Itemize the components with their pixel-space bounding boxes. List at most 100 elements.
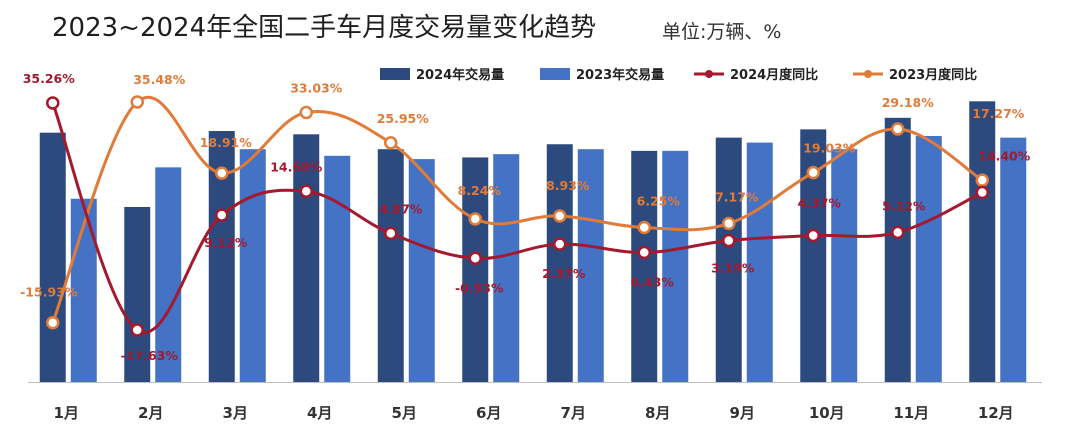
point-2023-4 bbox=[299, 105, 313, 120]
legend-label-2: 2023年交易量 bbox=[576, 67, 664, 83]
legend-marker-4 bbox=[864, 70, 872, 78]
point-2024-1 bbox=[46, 96, 60, 110]
unit-label: 单位:万辆、% bbox=[662, 21, 781, 43]
point-2024-5 bbox=[384, 226, 398, 241]
point-2023-1 bbox=[46, 315, 60, 330]
label-2023-4: 33.03% bbox=[290, 81, 343, 96]
label-2024-11: 5.12% bbox=[882, 198, 926, 213]
label-2024-5: 4.87% bbox=[379, 201, 423, 216]
label-2023-10: 19.03% bbox=[803, 141, 856, 156]
bar-2023-2 bbox=[155, 167, 182, 382]
point-2023-10 bbox=[806, 165, 820, 180]
label-2023-9: 7.17% bbox=[715, 190, 759, 205]
x-tick-10: 10月 bbox=[809, 404, 845, 422]
label-2023-12: 17.27% bbox=[972, 106, 1025, 121]
legend-label-4: 2023月度同比 bbox=[889, 67, 977, 83]
point-2024-8 bbox=[637, 245, 651, 260]
legend-item-3: 2024月度同比 bbox=[694, 67, 818, 83]
x-tick-3: 3月 bbox=[223, 404, 248, 422]
point-2024-10 bbox=[806, 228, 820, 243]
label-2023-3: 18.91% bbox=[200, 135, 253, 150]
label-2023-2: 35.48% bbox=[133, 72, 186, 87]
legend: 2024年交易量 2023年交易量 2024月度同比 2023月度同比 bbox=[380, 67, 977, 83]
label-2024-4: 14.68% bbox=[270, 159, 323, 174]
x-tick-9: 9月 bbox=[730, 404, 755, 422]
x-tick-labels: 1月 2月 3月 4月 5月 6月 7月 8月 9月 10月 11月 12月 bbox=[54, 404, 1014, 422]
label-2024-6: -0.93% bbox=[455, 280, 504, 295]
label-2024-2: -17.63% bbox=[121, 348, 179, 363]
label-2024-7: 2.37% bbox=[542, 266, 586, 281]
bar-2024-1 bbox=[39, 132, 66, 382]
label-2023-7: 8.93% bbox=[546, 178, 590, 193]
legend-marker-3 bbox=[705, 70, 713, 78]
label-2024-10: 4.37% bbox=[798, 196, 842, 211]
legend-item-1: 2024年交易量 bbox=[380, 67, 504, 83]
x-tick-6: 6月 bbox=[476, 404, 501, 422]
legend-label-1: 2024年交易量 bbox=[416, 67, 504, 83]
point-2024-4 bbox=[299, 184, 313, 199]
x-tick-8: 8月 bbox=[645, 404, 670, 422]
label-2024-9: 3.19% bbox=[711, 261, 755, 276]
bars-layer bbox=[39, 101, 1027, 383]
x-tick-11: 11月 bbox=[893, 404, 929, 422]
x-tick-2: 2月 bbox=[138, 404, 163, 422]
point-2023-3 bbox=[215, 166, 229, 180]
point-2023-9 bbox=[722, 216, 736, 231]
bar-2024-11 bbox=[884, 117, 911, 382]
legend-label-3: 2024月度同比 bbox=[730, 67, 818, 83]
label-2023-8: 6.25% bbox=[637, 193, 681, 208]
point-2024-2 bbox=[130, 323, 144, 337]
bar-2023-6 bbox=[493, 154, 520, 382]
point-2023-8 bbox=[637, 220, 651, 235]
label-2023-11: 29.18% bbox=[882, 95, 935, 110]
bar-2024-4 bbox=[293, 134, 320, 382]
label-2024-8: 0.43% bbox=[631, 274, 675, 289]
label-2023-5: 25.95% bbox=[377, 111, 430, 126]
bar-2023-9 bbox=[746, 142, 773, 382]
label-2023-1: -15.93% bbox=[20, 285, 78, 300]
legend-swatch-1 bbox=[380, 68, 410, 80]
bar-2024-7 bbox=[546, 144, 573, 382]
point-2023-11 bbox=[891, 122, 905, 136]
point-2024-6 bbox=[468, 251, 482, 266]
point-2023-7 bbox=[553, 209, 567, 223]
legend-item-4: 2023月度同比 bbox=[853, 67, 977, 83]
point-2024-3 bbox=[215, 208, 229, 222]
point-2024-12 bbox=[975, 185, 989, 200]
label-2024-3: 9.12% bbox=[204, 235, 248, 250]
bar-2023-12 bbox=[1000, 137, 1027, 382]
bar-2023-7 bbox=[577, 149, 604, 382]
bar-2024-8 bbox=[631, 150, 658, 382]
x-tick-7: 7月 bbox=[561, 404, 586, 422]
data-labels-layer: -15.93% 35.48% 18.91% 33.03% 25.95% 8.24% 8.93… bbox=[20, 71, 1031, 363]
point-2024-11 bbox=[891, 225, 905, 240]
bar-2024-6 bbox=[462, 157, 489, 382]
bar-2023-11 bbox=[915, 135, 942, 382]
chart-title: 2023~2024年全国二手车月度交易量变化趋势 bbox=[52, 13, 596, 43]
bar-2024-12 bbox=[969, 101, 996, 383]
bar-2024-9 bbox=[715, 137, 742, 382]
x-tick-12: 12月 bbox=[978, 404, 1014, 422]
bar-2024-2 bbox=[124, 206, 151, 382]
point-2023-6 bbox=[468, 212, 482, 226]
x-tick-5: 5月 bbox=[392, 404, 417, 422]
x-tick-4: 4月 bbox=[307, 404, 332, 422]
label-2024-1: 35.26% bbox=[23, 71, 76, 86]
label-2024-12: 14.40% bbox=[978, 148, 1031, 163]
x-tick-1: 1月 bbox=[54, 404, 79, 422]
point-2023-12 bbox=[975, 173, 989, 187]
legend-item-2: 2023年交易量 bbox=[540, 67, 664, 83]
point-2024-7 bbox=[553, 237, 567, 251]
point-2023-5 bbox=[384, 136, 398, 150]
bar-2023-8 bbox=[662, 150, 689, 382]
legend-swatch-2 bbox=[540, 68, 570, 80]
bar-2023-10 bbox=[831, 149, 858, 382]
bar-2024-5 bbox=[377, 149, 404, 382]
label-2023-6: 8.24% bbox=[458, 183, 502, 198]
point-2024-9 bbox=[722, 233, 736, 248]
point-2023-2 bbox=[130, 95, 144, 109]
bar-2023-3 bbox=[239, 149, 266, 382]
points-layer bbox=[46, 95, 989, 337]
